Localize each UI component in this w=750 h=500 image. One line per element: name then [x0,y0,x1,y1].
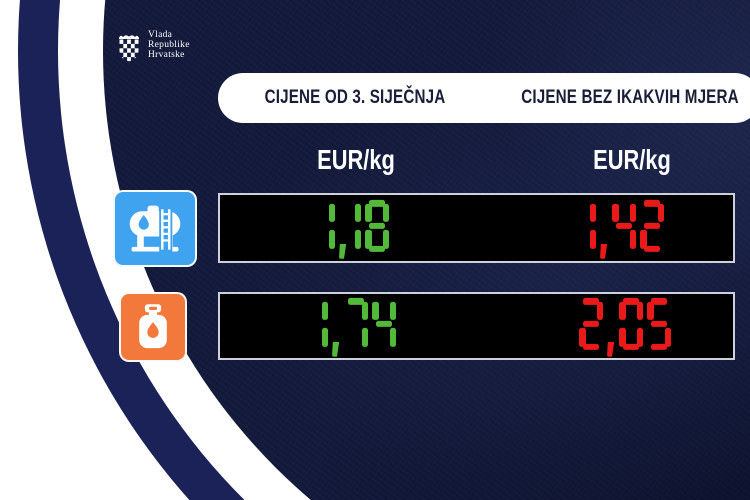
croatian-coat-of-arms-icon [119,35,139,62]
seven-segment-digit [318,298,328,350]
government-logo: Vlada Republike Hrvatske [117,30,190,62]
gas-cylinder-icon [119,292,187,362]
seven-segment-digit [325,200,335,252]
header-pill: CIJENE OD 3. SIJEČNJA CIJENE BEZ IKAKVIH… [218,73,750,123]
lpg-storage-tank-icon [113,190,197,267]
seven-segment-digit [344,297,368,350]
seven-segment-digit [351,200,361,252]
logo-line-1: Vlada [148,30,173,40]
decimal-comma-segment [339,243,347,259]
price-with-measures-tank [325,199,389,259]
column-title-prices-with-measures: CIJENE OD 3. SIJEČNJA [264,87,446,108]
seven-segment-digit [372,298,396,350]
seven-segment-digit [640,199,664,252]
seven-segment-digit [647,297,671,350]
logo-line-3: Hrvatske [148,49,185,60]
unit-label-left: EUR/kg [317,144,395,175]
storage-tank-glyph [129,205,181,251]
price-board-gas-cylinder [218,292,735,360]
seven-segment-digit [586,200,596,252]
price-with-measures-cylinder [318,297,396,357]
logo-line-2: Republike [148,39,190,50]
unit-label-right: EUR/kg [593,144,671,175]
seven-segment-digit [619,297,643,350]
seven-segment-digit [612,200,636,252]
decimal-comma-segment [332,341,340,357]
decimal-comma-segment [607,341,615,357]
decimal-comma-segment [600,243,608,259]
seven-segment-digit [365,199,389,252]
price-without-measures-tank [586,199,664,259]
gas-cylinder-glyph [139,304,167,349]
column-title-prices-without-measures: CIJENE BEZ IKAKVIH MJERA [521,87,739,108]
price-without-measures-cylinder [579,297,671,357]
logo-text: Vlada Republike Hrvatske [148,30,190,60]
price-board-storage-tank [218,193,735,263]
seven-segment-digit [579,297,603,350]
